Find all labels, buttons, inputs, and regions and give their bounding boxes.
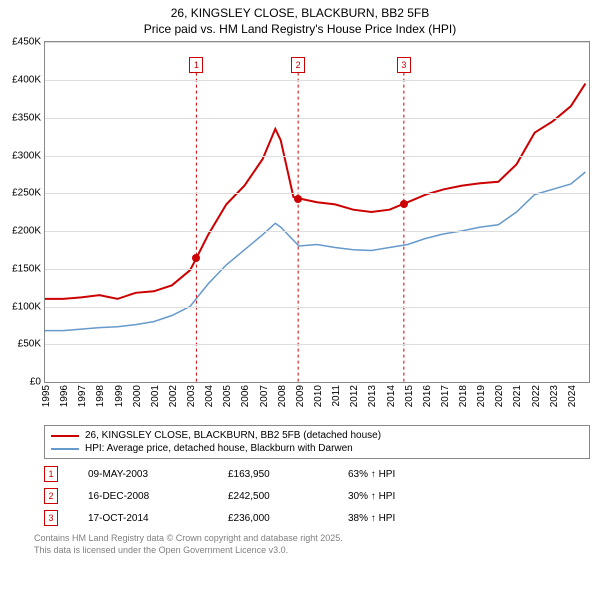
x-axis: 1995 1996 1997 1998 1999 2000 2001 2002 2003 2004… <box>44 383 590 421</box>
transaction-dot <box>400 200 408 208</box>
x-tick-label: 2008 <box>277 385 288 407</box>
x-tick-label: 2018 <box>458 385 469 407</box>
x-tick-label: 1995 <box>41 385 52 407</box>
y-tick-label: £50K <box>3 339 41 350</box>
x-tick-label: 2014 <box>386 385 397 407</box>
gridline <box>45 80 589 81</box>
footer-line2: This data is licensed under the Open Gov… <box>34 545 590 557</box>
y-tick-label: £0 <box>3 377 41 388</box>
x-tick-label: 1996 <box>59 385 70 407</box>
transaction-row: 2 16-DEC-2008£242,50030% ↑ HPI <box>34 485 590 507</box>
gridline <box>45 307 589 308</box>
x-tick-label: 2022 <box>531 385 542 407</box>
y-tick-label: £250K <box>3 188 41 199</box>
legend-item: 26, KINGSLEY CLOSE, BLACKBURN, BB2 5FB (… <box>51 429 583 442</box>
transaction-date: 09-MAY-2003 <box>88 469 228 480</box>
x-tick-label: 2019 <box>476 385 487 407</box>
footer-line1: Contains HM Land Registry data © Crown c… <box>34 533 590 545</box>
legend-label: HPI: Average price, detached house, Blac… <box>85 443 353 454</box>
x-tick-label: 2021 <box>512 385 523 407</box>
transaction-price: £236,000 <box>228 513 348 524</box>
x-tick-label: 2015 <box>404 385 415 407</box>
y-tick-label: £100K <box>3 301 41 312</box>
x-tick-label: 2012 <box>349 385 360 407</box>
legend-swatch <box>51 448 79 450</box>
x-tick-label: 2009 <box>295 385 306 407</box>
chart-svg <box>45 42 589 382</box>
gridline <box>45 193 589 194</box>
title-line1: 26, KINGSLEY CLOSE, BLACKBURN, BB2 5FB <box>0 6 600 22</box>
legend: 26, KINGSLEY CLOSE, BLACKBURN, BB2 5FB (… <box>44 425 590 459</box>
gridline <box>45 156 589 157</box>
marker-box: 1 <box>189 57 203 73</box>
x-tick-label: 2004 <box>204 385 215 407</box>
x-tick-label: 2001 <box>150 385 161 407</box>
transaction-date: 17-OCT-2014 <box>88 513 228 524</box>
y-tick-label: £400K <box>3 74 41 85</box>
x-tick-label: 2024 <box>567 385 578 407</box>
transaction-pct: 63% ↑ HPI <box>348 469 468 480</box>
series-line <box>45 84 585 299</box>
legend-item: HPI: Average price, detached house, Blac… <box>51 442 583 455</box>
transaction-num: 2 <box>44 488 58 504</box>
plot-area: £0£50K£100K£150K£200K£250K£300K£350K£400… <box>44 41 590 383</box>
y-tick-label: £150K <box>3 263 41 274</box>
x-tick-label: 2005 <box>222 385 233 407</box>
x-tick-label: 2010 <box>313 385 324 407</box>
x-tick-label: 2003 <box>186 385 197 407</box>
x-tick-label: 2002 <box>168 385 179 407</box>
marker-box: 3 <box>397 57 411 73</box>
transaction-price: £163,950 <box>228 469 348 480</box>
gridline <box>45 118 589 119</box>
legend-swatch <box>51 435 79 437</box>
x-tick-label: 2017 <box>440 385 451 407</box>
transaction-date: 16-DEC-2008 <box>88 491 228 502</box>
transaction-dot <box>192 254 200 262</box>
transaction-dot <box>294 195 302 203</box>
transaction-num: 3 <box>44 510 58 526</box>
x-tick-label: 2023 <box>549 385 560 407</box>
x-tick-label: 2006 <box>240 385 251 407</box>
transaction-num: 1 <box>44 466 58 482</box>
transaction-price: £242,500 <box>228 491 348 502</box>
x-tick-label: 1998 <box>95 385 106 407</box>
gridline <box>45 42 589 43</box>
legend-label: 26, KINGSLEY CLOSE, BLACKBURN, BB2 5FB (… <box>85 430 381 441</box>
title-line2: Price paid vs. HM Land Registry's House … <box>0 22 600 38</box>
transaction-pct: 30% ↑ HPI <box>348 491 468 502</box>
footer: Contains HM Land Registry data © Crown c… <box>34 533 590 556</box>
gridline <box>45 231 589 232</box>
x-tick-label: 2013 <box>367 385 378 407</box>
transactions-table: 1 09-MAY-2003£163,95063% ↑ HPI 2 16-DEC-200… <box>34 463 590 529</box>
y-tick-label: £200K <box>3 226 41 237</box>
transaction-pct: 38% ↑ HPI <box>348 513 468 524</box>
y-tick-label: £450K <box>3 37 41 48</box>
y-tick-label: £350K <box>3 112 41 123</box>
chart-title: 26, KINGSLEY CLOSE, BLACKBURN, BB2 5FB P… <box>0 0 600 37</box>
x-tick-label: 2007 <box>259 385 270 407</box>
gridline <box>45 269 589 270</box>
x-tick-label: 1999 <box>114 385 125 407</box>
y-tick-label: £300K <box>3 150 41 161</box>
x-tick-label: 2011 <box>331 385 342 407</box>
transaction-row: 3 17-OCT-2014£236,00038% ↑ HPI <box>34 507 590 529</box>
x-tick-label: 2016 <box>422 385 433 407</box>
x-tick-label: 1997 <box>77 385 88 407</box>
gridline <box>45 344 589 345</box>
x-tick-label: 2020 <box>494 385 505 407</box>
marker-box: 2 <box>291 57 305 73</box>
transaction-row: 1 09-MAY-2003£163,95063% ↑ HPI <box>34 463 590 485</box>
x-tick-label: 2000 <box>132 385 143 407</box>
